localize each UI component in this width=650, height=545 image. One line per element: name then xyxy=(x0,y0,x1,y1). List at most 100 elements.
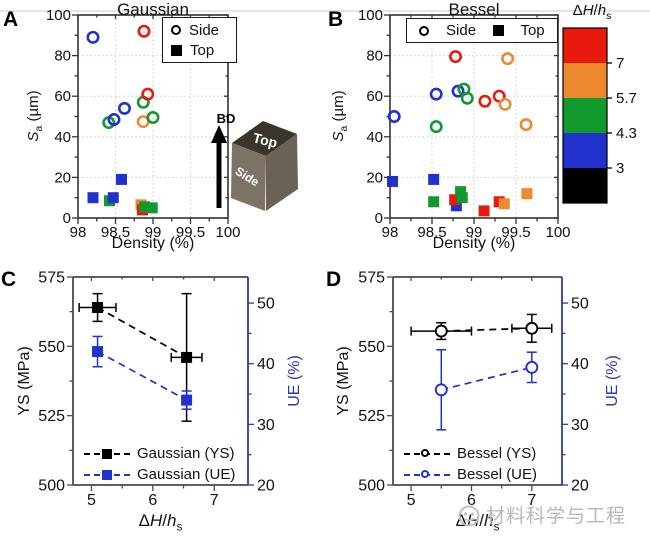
y-left-tick-label: 575 xyxy=(38,270,65,287)
data-point-top xyxy=(387,175,399,187)
dashed-line-icon xyxy=(84,448,130,459)
data-point-side xyxy=(107,113,121,127)
panel-a-xlabel: Density (%) xyxy=(111,235,195,252)
y-left-tick-label: 525 xyxy=(38,408,65,425)
x-tick-label: 98 xyxy=(382,224,399,241)
legend-label-top: Top xyxy=(520,22,545,39)
open-circle-marker-icon xyxy=(421,469,429,478)
data-point-top xyxy=(428,173,440,185)
y-tick-label: 0 xyxy=(375,210,383,227)
data-point-top xyxy=(455,186,467,198)
panel-b-plot: 98 98.5 99 99.5 100 0 20 40 60 80 100 xyxy=(358,7,571,241)
legend-label-bessel-ys: Bessel (YS) xyxy=(457,445,537,462)
cube-front-face xyxy=(266,134,298,211)
watermark: 材料科学与工程 xyxy=(456,501,626,528)
data-point-top xyxy=(139,201,151,213)
data-point-top xyxy=(87,192,99,204)
filled-square-marker-icon xyxy=(171,44,182,56)
panel-label-b: B xyxy=(328,8,344,31)
x-tick-label: 100 xyxy=(545,224,570,241)
y-tick-label: 20 xyxy=(54,169,71,186)
panel-c-xlabel: ΔH/hs xyxy=(138,511,183,534)
y-tick-label: 40 xyxy=(54,129,71,146)
panel-a-ylabel: Sa (µm) xyxy=(25,90,45,142)
y-tick-label: 60 xyxy=(54,88,71,105)
x-tick-label: 99 xyxy=(145,224,162,241)
panel-d-legend: Bessel (YS) Bessel (UE) xyxy=(404,443,537,485)
data-point-side xyxy=(451,84,465,98)
x-tick-label: 100 xyxy=(215,224,240,241)
dashed-line-icon xyxy=(84,469,130,480)
y-tick-label: 80 xyxy=(54,48,71,65)
y-tick-label: 100 xyxy=(46,7,71,24)
legend-label-bessel-ue: Bessel (UE) xyxy=(457,466,538,483)
panel-label-c: C xyxy=(1,268,17,291)
y-right-tick-label: 50 xyxy=(571,296,589,313)
cube-top-label: Top xyxy=(251,129,279,150)
data-point xyxy=(181,394,193,406)
panel-b-xlabel: Density (%) xyxy=(432,235,516,252)
x-tick-label: 98.5 xyxy=(101,224,130,241)
panel-c-ylabel-left: YS (MPa) xyxy=(16,346,33,416)
data-point-side xyxy=(429,87,443,101)
data-point-side xyxy=(501,52,515,66)
colorbar-title: ΔH/hs xyxy=(572,2,612,22)
colorbar-tick-label: 5.7 xyxy=(616,90,637,107)
colorbar-segment-black xyxy=(563,168,607,203)
panel-c-legend: Gaussian (YS) Gaussian (UE) xyxy=(84,443,235,485)
data-point-top xyxy=(116,173,127,185)
data-point-top xyxy=(498,198,510,210)
open-circle-marker-icon xyxy=(421,448,429,457)
data-point-side xyxy=(86,30,100,44)
panel-c-plot: 5 6 7 500 525 550 575 20 30 40 50 xyxy=(38,270,275,510)
data-point xyxy=(525,360,539,374)
panel-d-ylabel-left: YS (MPa) xyxy=(335,346,352,416)
y-right-tick-label: 40 xyxy=(571,356,589,373)
y-left-tick-label: 550 xyxy=(38,339,65,356)
data-point-side xyxy=(519,118,533,132)
dashed-line-icon xyxy=(404,448,450,457)
y-right-tick-label: 40 xyxy=(257,356,275,373)
data-point xyxy=(434,383,448,397)
x-tick-label: 98.5 xyxy=(417,224,446,241)
x-tick-label: 99 xyxy=(466,224,483,241)
open-circle-marker-icon xyxy=(419,25,430,36)
panel-label-a: A xyxy=(3,8,19,31)
y-tick-label: 80 xyxy=(366,48,383,65)
colorbar-segment-blue xyxy=(563,133,607,168)
watermark-logo-icon xyxy=(458,505,480,526)
x-tick-label: 5 xyxy=(87,492,96,509)
colorbar-tick-label: 3 xyxy=(616,160,624,177)
data-point-side xyxy=(429,120,443,134)
panel-a-title: Gaussian xyxy=(117,0,189,19)
filled-square-marker-icon xyxy=(492,25,504,36)
panel-b-ylabel: Sa (µm) xyxy=(330,90,350,142)
series-line xyxy=(97,350,188,401)
y-right-tick-label: 20 xyxy=(571,478,589,495)
data-point-side xyxy=(387,110,401,124)
y-tick-label: 20 xyxy=(366,169,383,186)
data-point-side xyxy=(492,89,506,103)
data-point-side xyxy=(146,111,160,125)
data-point-side xyxy=(460,91,474,105)
x-tick-label: 7 xyxy=(210,492,219,509)
y-right-tick-label: 30 xyxy=(571,417,589,434)
legend-item-top: Top xyxy=(171,40,236,60)
data-point xyxy=(525,321,539,335)
panel-d-ylabel-right: UE (%) xyxy=(604,355,621,407)
dashed-line-icon xyxy=(404,469,450,478)
y-left-tick-label: 500 xyxy=(38,478,65,495)
y-left-tick-label: 525 xyxy=(358,408,385,425)
data-point-top xyxy=(146,202,158,214)
data-point-side xyxy=(137,24,151,38)
data-point-side xyxy=(118,101,132,115)
legend-label-top: Top xyxy=(190,41,215,59)
filled-square-marker-icon xyxy=(102,448,112,459)
series-line xyxy=(441,366,533,391)
colorbar-tick-label: 7 xyxy=(616,55,624,72)
data-point-side xyxy=(498,97,512,111)
data-point xyxy=(181,351,193,363)
legend-item-bessel-ue: Bessel (UE) xyxy=(404,464,537,485)
data-point-top xyxy=(521,188,533,200)
